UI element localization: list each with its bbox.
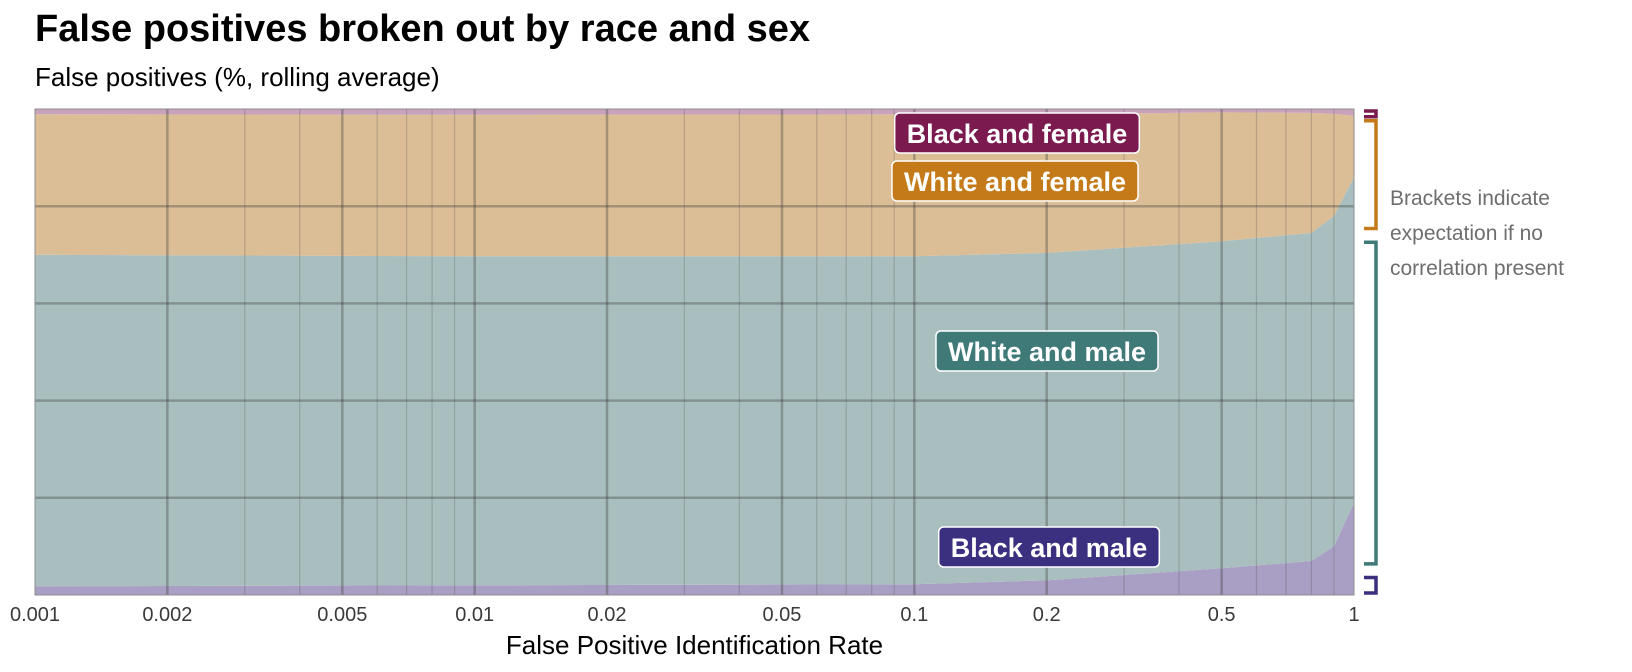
area-white-and-female [35, 112, 1354, 257]
annotation-line-1: Brackets indicate [1390, 187, 1550, 210]
bracket-white-and-female [1364, 118, 1378, 231]
x-tick-label: 0.05 [763, 604, 802, 626]
bracket-black-and-female [1364, 109, 1378, 119]
label-text: Black and female [907, 119, 1128, 149]
label-box [937, 526, 1161, 568]
label-box [891, 160, 1139, 202]
label-box [935, 330, 1159, 372]
x-tick-label: 0.001 [10, 604, 60, 626]
x-axis-ticks: 0.001 0.002 0.005 0.01 0.02 0.05 0.1 0.2 0.5 1 [10, 604, 1360, 626]
label-text: White and female [904, 167, 1126, 197]
label-box [893, 112, 1141, 154]
area-black-and-male [35, 502, 1354, 595]
x-tick-label: 0.1 [900, 604, 928, 626]
bracket-layer [1364, 109, 1378, 595]
plot-frame [34, 108, 1355, 596]
chart-subtitle: False positives (%, rolling average) [35, 62, 440, 92]
annotation-line-3: correlation present [1390, 257, 1564, 280]
bracket-black-and-male [1364, 575, 1378, 595]
x-tick-label: 1 [1348, 604, 1359, 626]
area-white-and-male [35, 177, 1354, 587]
label-white-and-female: White and female [891, 160, 1139, 202]
x-tick-label: 0.01 [455, 604, 494, 626]
grid-layer [35, 109, 1354, 595]
bracket-white-and-male [1364, 240, 1378, 566]
x-tick-label: 0.02 [588, 604, 627, 626]
label-black-and-male: Black and male [937, 526, 1161, 568]
label-text: Black and male [951, 533, 1148, 563]
x-tick-label: 0.005 [317, 604, 367, 626]
x-tick-label: 0.5 [1208, 604, 1236, 626]
x-axis-label: False Positive Identification Rate [506, 630, 883, 660]
annotation-line-2: expectation if no [1390, 222, 1543, 245]
x-tick-label: 0.002 [142, 604, 192, 626]
series-labels: Black and male White and male White and fe… [891, 112, 1161, 568]
label-text: White and male [948, 337, 1146, 367]
chart-title: False positives broken out by race and s… [35, 8, 811, 50]
label-black-and-female: Black and female [893, 112, 1141, 154]
label-white-and-male: White and male [935, 330, 1159, 372]
bracket-annotation: Brackets indicate expectation if no corr… [1390, 187, 1564, 280]
x-tick-label: 0.2 [1033, 604, 1061, 626]
